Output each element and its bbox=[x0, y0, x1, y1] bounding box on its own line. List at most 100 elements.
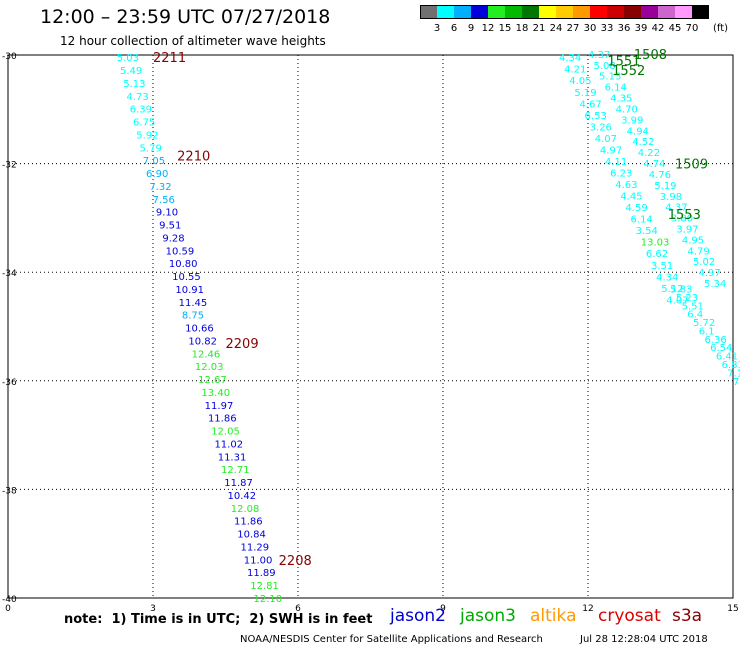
wave-height-value: 9.51 bbox=[159, 221, 181, 232]
wave-height-value: 4.95 bbox=[682, 235, 704, 246]
scale-swatch bbox=[539, 5, 556, 19]
wave-height-value: 4.73 bbox=[127, 92, 149, 103]
scale-swatch bbox=[454, 5, 471, 19]
wave-height-value: 11.86 bbox=[208, 414, 237, 425]
pass-number: 1552 bbox=[612, 64, 645, 79]
scale-unit: (ft) bbox=[713, 23, 729, 34]
wave-height-value: 5.12 bbox=[661, 284, 683, 295]
wave-height-value: 10.82 bbox=[188, 336, 217, 347]
wave-height-value: 4.70 bbox=[616, 104, 638, 115]
wave-height-value: 6.4 bbox=[687, 310, 703, 321]
wave-height-value: 5.49 bbox=[120, 66, 142, 77]
chart-title: 12:00 – 23:59 UTC 07/27/2018 bbox=[40, 6, 331, 28]
legend-s3a: s3a bbox=[672, 606, 703, 626]
wave-height-value: 10.84 bbox=[237, 530, 266, 541]
wave-height-value: 5.08 bbox=[594, 61, 616, 72]
wave-height-value: 4.59 bbox=[625, 203, 647, 214]
wave-height-value: 12.05 bbox=[211, 427, 240, 438]
wave-height-value: 9.10 bbox=[156, 208, 178, 219]
scale-label: 45 bbox=[668, 23, 682, 34]
scale-label: 15 bbox=[498, 23, 512, 34]
scale-label: 30 bbox=[583, 23, 597, 34]
wave-height-value: 4.05 bbox=[569, 76, 591, 87]
scale-label: 70 bbox=[685, 23, 699, 34]
scale-label: 39 bbox=[634, 23, 648, 34]
wave-height-value: 6.54 bbox=[710, 343, 732, 354]
wave-height-value: 6.39 bbox=[130, 105, 152, 116]
scale-swatch bbox=[420, 5, 437, 19]
wave-height-value: 11.45 bbox=[179, 298, 208, 309]
legend-jason2: jason2 bbox=[390, 606, 446, 626]
wave-height-value: 11.86 bbox=[234, 517, 263, 528]
wave-height-value: 5.03 bbox=[117, 53, 139, 64]
wave-height-value: 5.79 bbox=[140, 143, 162, 154]
x-tick-label: 6 bbox=[295, 604, 301, 614]
pass-number: 2211 bbox=[153, 51, 186, 66]
wave-height-value: 6.81 bbox=[722, 360, 740, 371]
pass-number: 1553 bbox=[668, 208, 701, 223]
wave-height-value: 3.97 bbox=[676, 225, 698, 236]
y-tick-label: -30 bbox=[2, 52, 17, 62]
wave-height-value: 5.02 bbox=[693, 257, 715, 268]
wave-height-value: 4.07 bbox=[666, 295, 688, 306]
wave-height-value: 10.55 bbox=[172, 272, 201, 283]
wave-height-value: 4.45 bbox=[620, 192, 642, 203]
wave-height-value: 9.28 bbox=[162, 233, 184, 244]
wave-height-value: 3.99 bbox=[621, 115, 643, 126]
scale-swatch bbox=[692, 5, 709, 19]
wave-height-value: 4.07 bbox=[595, 134, 617, 145]
y-tick-label: -34 bbox=[2, 269, 17, 279]
y-tick-label: -38 bbox=[2, 486, 17, 496]
chart-note: note: 1) Time is in UTC; 2) SWH is in fe… bbox=[64, 612, 373, 627]
x-tick-label: 12 bbox=[582, 604, 593, 614]
scale-swatch bbox=[590, 5, 607, 19]
scale-swatch bbox=[556, 5, 573, 19]
wave-height-value: 6.90 bbox=[146, 169, 168, 180]
wave-height-value: 4.97 bbox=[600, 145, 622, 156]
wave-height-value: 3.80 bbox=[671, 214, 693, 225]
pass-number: 2210 bbox=[177, 149, 210, 164]
x-tick-label: 15 bbox=[727, 604, 738, 614]
wave-height-value: 11.31 bbox=[218, 452, 247, 463]
wave-height-value: 7.05 bbox=[143, 156, 165, 167]
wave-height-value: 12.71 bbox=[221, 465, 250, 476]
scale-label: 9 bbox=[467, 23, 475, 34]
wave-height-value: 5.72 bbox=[693, 318, 715, 329]
scale-swatch bbox=[573, 5, 590, 19]
wave-height-value: 4.22 bbox=[638, 148, 660, 159]
wave-height-value: 7.1 bbox=[727, 368, 740, 379]
wave-height-value: 6.62 bbox=[646, 249, 668, 260]
plot-frame bbox=[7, 54, 734, 599]
wave-height-value: 4.94 bbox=[627, 126, 649, 137]
pass-number: 2209 bbox=[226, 337, 259, 352]
wave-height-value: 4.52 bbox=[632, 137, 654, 148]
wave-height-value: 10.91 bbox=[175, 285, 204, 296]
wave-height-value: 6.14 bbox=[631, 215, 653, 226]
scale-label: 24 bbox=[549, 23, 563, 34]
wave-height-value: 4.34 bbox=[656, 272, 678, 283]
scale-label: 21 bbox=[532, 23, 546, 34]
wave-height-value: 3.98 bbox=[660, 192, 682, 203]
wave-height-value: 5.13 bbox=[599, 72, 621, 83]
scale-swatch bbox=[505, 5, 522, 19]
wave-height-value: 13.40 bbox=[201, 388, 230, 399]
y-tick-label: -32 bbox=[2, 161, 17, 171]
wave-height-value: 8.75 bbox=[182, 311, 204, 322]
wave-height-value: 4.34 bbox=[559, 53, 581, 64]
scale-swatch bbox=[675, 5, 692, 19]
wave-height-value: 6.1 bbox=[699, 326, 715, 337]
wave-height-value: 12.46 bbox=[192, 349, 221, 360]
wave-height-value: 4.11 bbox=[605, 157, 627, 168]
scale-label: 6 bbox=[450, 23, 458, 34]
legend-jason3: jason3 bbox=[460, 606, 516, 626]
wave-height-value: 11.00 bbox=[244, 555, 273, 566]
wave-height-value: 4.74 bbox=[643, 159, 665, 170]
wave-height-value: 12.03 bbox=[195, 362, 224, 373]
wave-height-value: 6.41 bbox=[716, 352, 738, 363]
chart-subtitle: 12 hour collection of altimeter wave hei… bbox=[60, 34, 326, 48]
wave-height-value: 5.19 bbox=[574, 88, 596, 99]
wave-height-value: 7.56 bbox=[153, 195, 175, 206]
wave-height-value: 4.76 bbox=[649, 170, 671, 181]
wave-height-value: 11.89 bbox=[247, 568, 276, 579]
